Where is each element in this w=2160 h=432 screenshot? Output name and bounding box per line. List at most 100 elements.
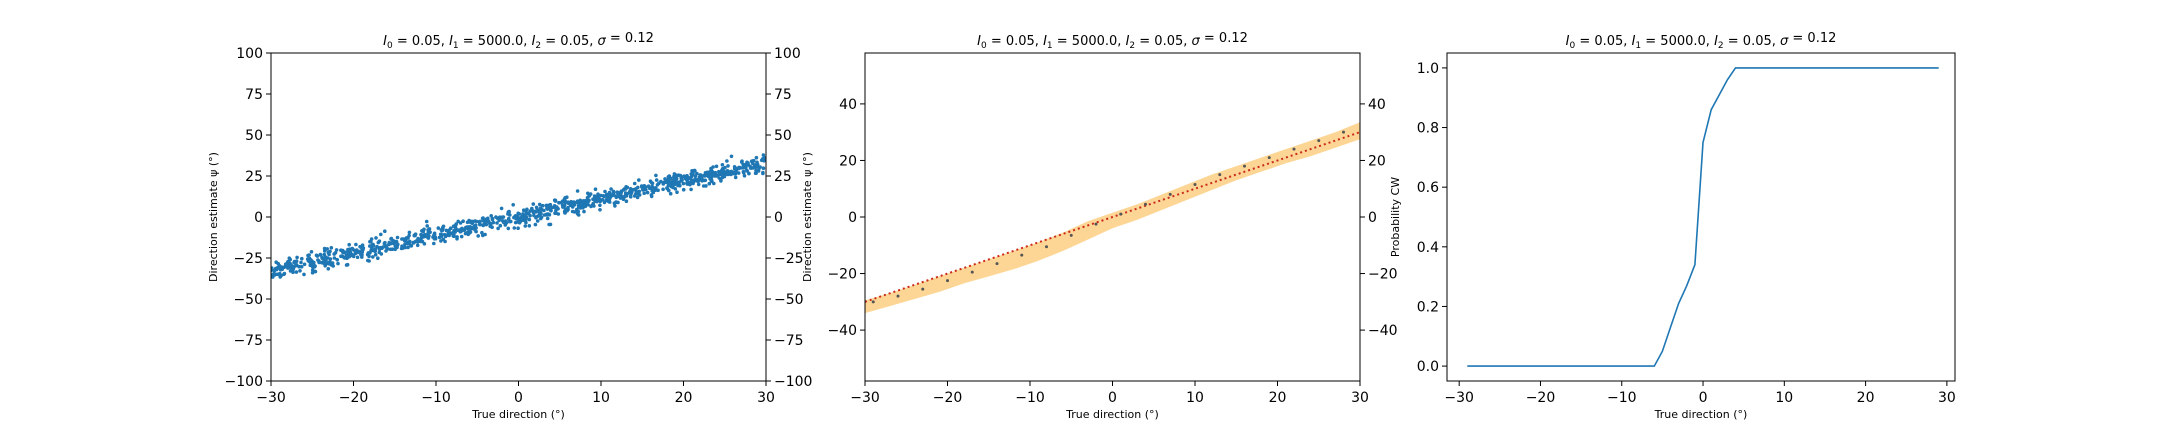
scatter-point	[667, 188, 671, 193]
scatter-point	[761, 170, 765, 175]
scatter-point	[585, 195, 590, 200]
scatter-point	[443, 239, 447, 244]
scatter-point	[598, 203, 602, 208]
scatter-point	[283, 262, 288, 267]
scatter-point	[593, 187, 598, 191]
title-part: I	[1043, 34, 1047, 49]
scatter-point	[654, 173, 658, 178]
mean-point	[1218, 173, 1222, 177]
scatter-point	[549, 208, 553, 213]
x-axis-label: True direction (°)	[471, 408, 565, 421]
scatter-point	[761, 166, 766, 170]
scatter-point	[382, 241, 387, 246]
scatter-point	[300, 256, 304, 261]
scatter-point	[406, 245, 410, 250]
scatter-point	[412, 233, 417, 238]
scatter-point	[722, 174, 727, 179]
scatter-point	[407, 230, 412, 235]
scatter-point	[563, 196, 567, 200]
scatter-point	[743, 165, 748, 170]
mean-point	[1045, 245, 1048, 249]
scatter-point	[524, 220, 528, 225]
x-tick-label: 10	[592, 390, 610, 406]
scatter-point	[691, 171, 695, 175]
y-axis-label: Direction estimate ψ (°)	[207, 152, 220, 282]
scatter-point	[377, 250, 382, 255]
scatter-point	[423, 232, 427, 237]
scatter-point	[706, 174, 711, 179]
scatter-point	[512, 215, 516, 220]
scatter-point	[566, 200, 570, 204]
scatter-point	[350, 246, 355, 251]
mean-point	[1317, 139, 1321, 143]
scatter-point	[646, 184, 651, 188]
scatter-point	[681, 181, 686, 186]
scatter-point	[711, 171, 716, 175]
scatter-point	[409, 244, 413, 248]
scatter-point	[497, 218, 501, 223]
chart-panel-band: −30 −20 −10 0 10 20 30−40−2002040−40−2002040Tr…	[801, 31, 1398, 421]
scatter-point	[383, 229, 387, 233]
scatter-point	[425, 235, 430, 239]
scatter-point	[335, 257, 340, 262]
scatter-point	[576, 211, 580, 215]
scatter-point	[328, 257, 333, 261]
scatter-point	[456, 228, 461, 232]
title-part: = 0.05,	[987, 34, 1043, 49]
scatter-point	[474, 229, 478, 234]
title-part: σ	[598, 34, 607, 49]
scatter-point	[442, 232, 447, 237]
scatter-point	[369, 237, 374, 241]
title-part: = 0.12	[1200, 31, 1248, 46]
scatter-point	[742, 171, 746, 175]
y-tick-label: 0.2	[1417, 299, 1439, 315]
scatter-point	[637, 193, 642, 197]
scatter-point	[403, 242, 407, 247]
scatter-point	[531, 209, 536, 214]
scatter-point	[532, 213, 536, 218]
scatter-point	[451, 224, 456, 228]
y-axis-label: Direction estimate ψ (°)	[801, 152, 814, 282]
scatter-point	[552, 198, 557, 202]
title-part: 2	[535, 41, 541, 51]
scatter-point	[761, 153, 766, 157]
title-part: = 0.05,	[1575, 34, 1631, 49]
mean-point	[970, 270, 974, 274]
scatter-point	[474, 219, 479, 224]
x-tick-label: −10	[1015, 390, 1045, 406]
scatter-point	[289, 268, 294, 272]
scatter-point	[415, 238, 419, 243]
scatter-point	[333, 251, 338, 255]
scatter-point	[611, 189, 616, 194]
scatter-point	[348, 254, 352, 258]
scatter-point	[355, 255, 360, 260]
title-part: = 0.05,	[1135, 34, 1191, 49]
scatter-point	[451, 230, 455, 235]
title-part: I	[977, 34, 981, 49]
scatter-point	[581, 199, 585, 203]
title-part: = 0.05,	[541, 34, 597, 49]
y-tick-label: 40	[839, 97, 857, 113]
right-y-tick-label: −50	[774, 292, 804, 308]
scatter-point	[521, 208, 526, 212]
axes-frame	[1446, 52, 1956, 382]
scatter-point	[271, 275, 275, 279]
scatter-point	[294, 270, 299, 274]
scatter-point	[594, 199, 598, 204]
scatter-point	[650, 187, 654, 191]
plot-area	[271, 153, 766, 279]
scatter-point	[474, 226, 478, 230]
scatter-point	[629, 187, 634, 192]
title-part: = 0.12	[1788, 31, 1836, 46]
scatter-point	[542, 208, 546, 213]
scatter-point	[495, 221, 499, 225]
scatter-point	[742, 174, 747, 178]
scatter-point	[744, 168, 749, 172]
y-tick-label: 0.6	[1417, 180, 1439, 196]
scatter-point	[305, 257, 310, 261]
scatter-point	[313, 269, 318, 274]
scatter-point	[758, 165, 762, 169]
scatter-point	[427, 227, 432, 231]
